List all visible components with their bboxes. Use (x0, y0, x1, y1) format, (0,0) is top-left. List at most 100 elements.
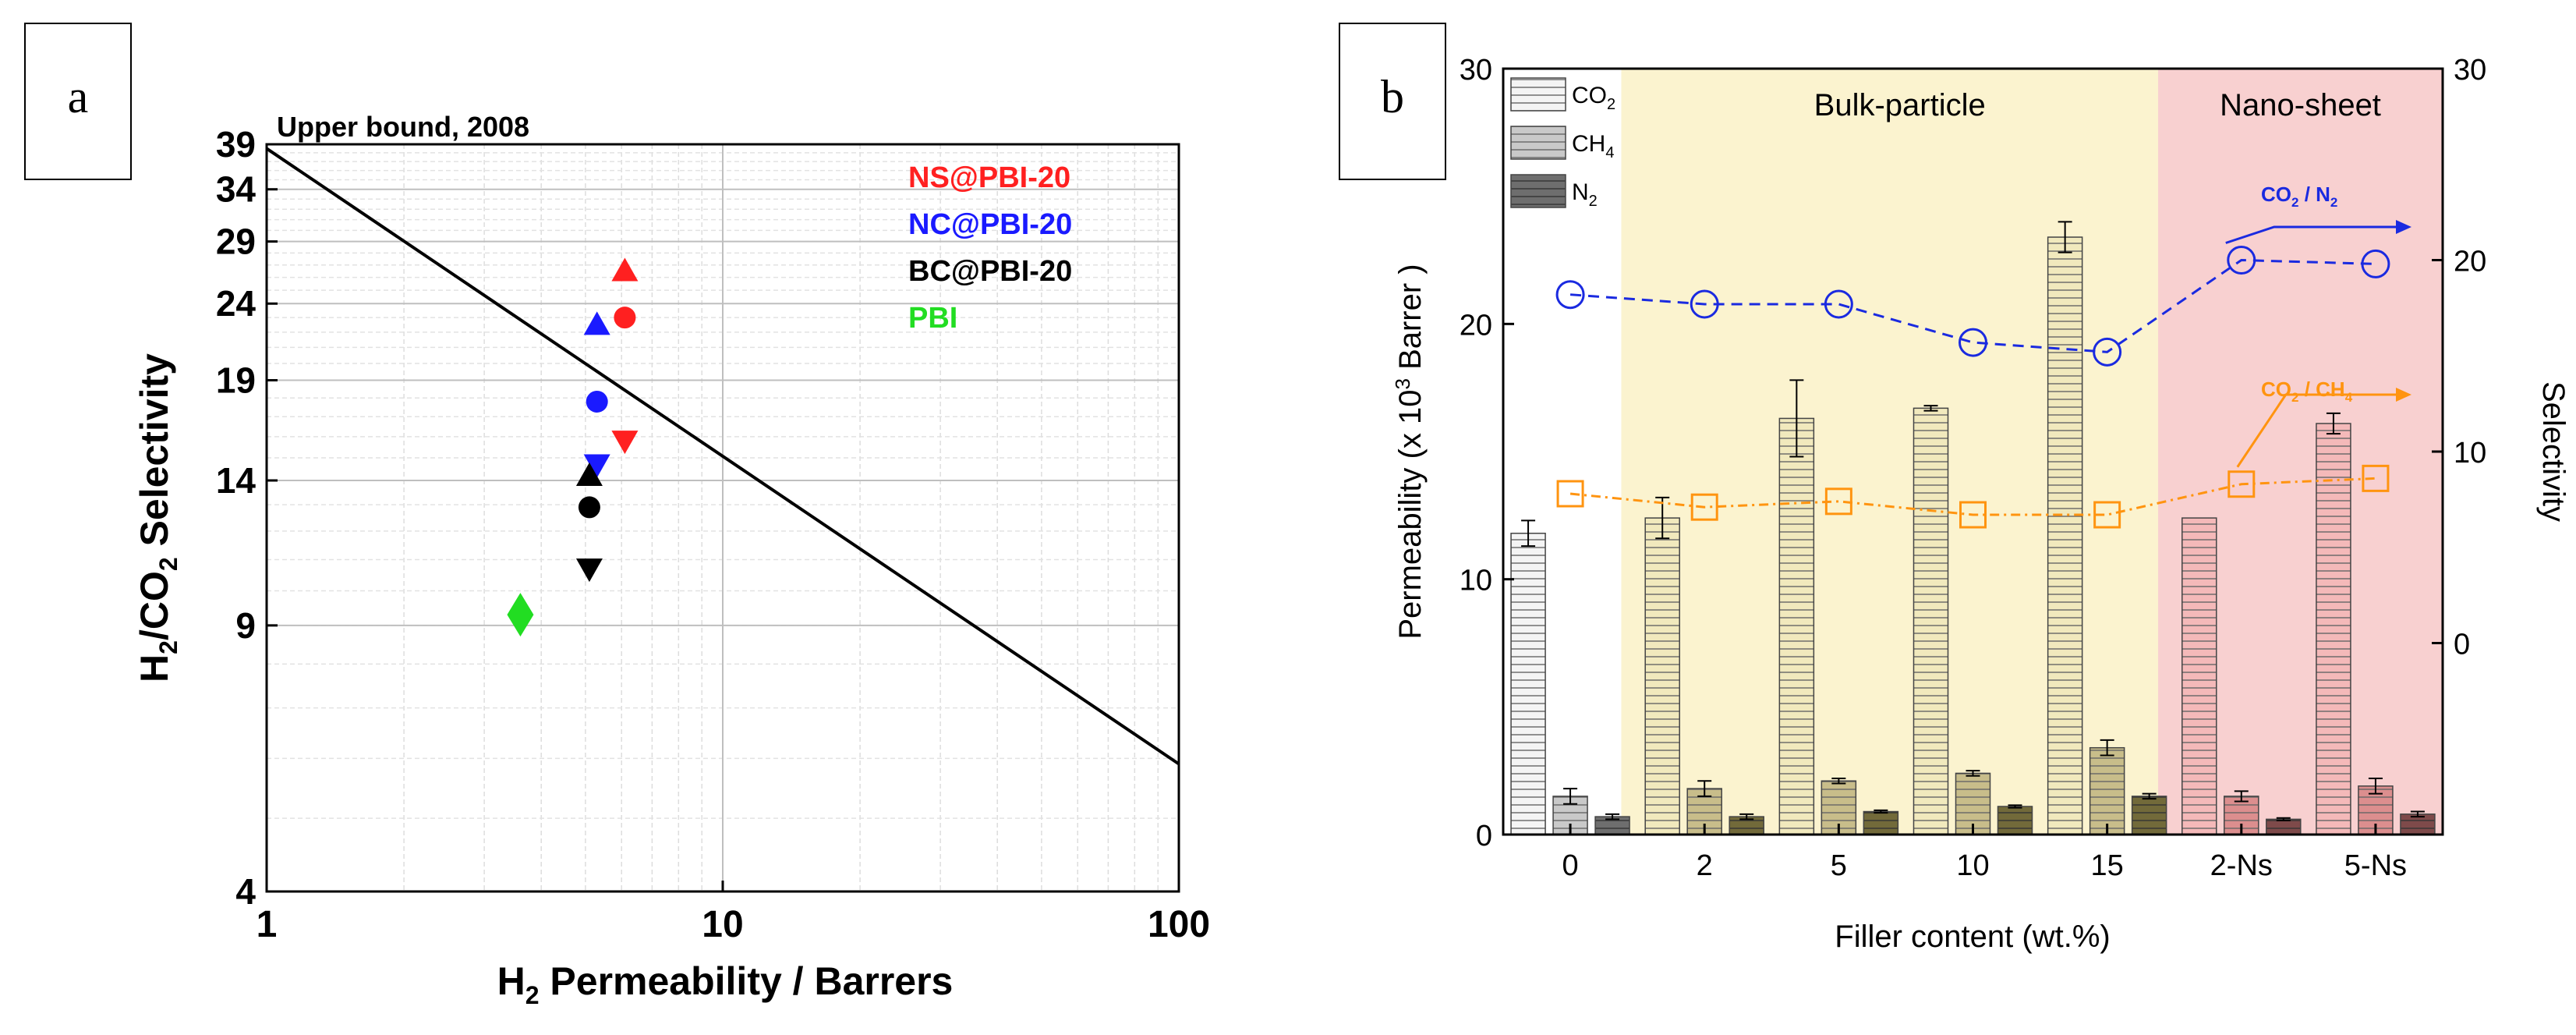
selectivity-point-square (1556, 480, 1584, 508)
y-tick-label: 34 (216, 169, 257, 210)
upper-bound-label: Upper bound, 2008 (277, 111, 529, 143)
arrow-head (2396, 220, 2411, 234)
scatter-point-triangle-down (611, 431, 639, 455)
scatter-point-triangle-up (575, 463, 603, 487)
x-tick-label: 15 (2091, 849, 2124, 882)
x-tick-label: 2-Ns (2210, 849, 2273, 882)
legend-entry: NC@PBI-20 (908, 208, 1072, 241)
left-y-tick-label: 30 (1460, 54, 1492, 87)
selectivity-point-circle (2227, 246, 2256, 275)
panel-b: b Bulk-particle Nano-sheet 01020300102030… (1339, 23, 2571, 954)
bar (2131, 796, 2167, 835)
x-tick-label: 5 (1831, 849, 1847, 882)
bar (2316, 423, 2351, 835)
bar (1644, 517, 1680, 835)
panel-a-points (507, 257, 639, 637)
left-y-tick-label: 0 (1476, 820, 1492, 852)
legend-entry: NS@PBI-20 (908, 161, 1070, 194)
right-y-tick-label: 30 (2454, 54, 2486, 87)
panel-a-x-axis-label: H2 Permeability / Barrers (497, 959, 954, 1009)
selectivity-point-circle (2093, 337, 2122, 367)
bar (2266, 818, 2302, 835)
y-tick-label: 9 (235, 605, 256, 646)
y-tick-label: 19 (216, 360, 256, 401)
bar (1778, 417, 1815, 835)
selectivity-point-square (2227, 470, 2256, 498)
panel-b-label-box (1339, 23, 1446, 180)
scatter-point-triangle-down (575, 558, 603, 583)
scatter-point-diamond (507, 593, 534, 637)
x-tick-label: 10 (702, 904, 743, 945)
x-tick-label: 0 (1562, 849, 1579, 882)
bar (1997, 806, 2033, 835)
selectivity-point-circle (1690, 289, 1719, 319)
panel-b-x-axis-label: Filler content (wt.%) (1835, 920, 2110, 954)
legend-swatch (1510, 77, 1566, 112)
legend-entry: PBI (908, 302, 957, 335)
selectivity-arrow (2225, 225, 2396, 244)
y-tick-label: 29 (216, 222, 256, 262)
panel-b-ticks: 0 10 20 30 0 10 20 30 0 2 5 10 15 2-Ns 5-Ns (1460, 54, 2487, 882)
x-tick-label: 1 (257, 904, 278, 945)
panel-a-grid (266, 144, 1180, 892)
x-tick-label: 100 (1148, 904, 1210, 945)
scatter-point-triangle-down (583, 454, 610, 478)
scatter-point-triangle-up (583, 311, 610, 335)
right-y-tick-label: 20 (2454, 246, 2486, 278)
panel-a-legend: NS@PBI-20 NC@PBI-20 BC@PBI-20 PBI (908, 161, 1072, 335)
selectivity-point-square (1690, 493, 1718, 521)
right-y-tick-label: 0 (2454, 629, 2470, 661)
legend-label: CO2 (1572, 83, 1615, 113)
upper-bound (265, 147, 1180, 766)
scatter-point-circle (578, 496, 600, 519)
right-y-tick-label: 10 (2454, 437, 2486, 470)
x-tick-label: 2 (1697, 849, 1713, 882)
upper-bound-line (265, 147, 1180, 766)
selectivity-line (1569, 258, 2376, 353)
region-label: Bulk-particle (1814, 88, 1986, 122)
selectivity-point-circle (1959, 328, 1987, 357)
legend-swatch (1510, 174, 1566, 208)
selectivity-point-circle (1555, 280, 1585, 310)
selectivity-point-square (2093, 501, 2121, 529)
y-tick-label: 4 (235, 871, 256, 912)
panel-a-label-box (24, 23, 132, 180)
x-tick-label: 5-Ns (2344, 849, 2407, 882)
selectivity-label: CO2 / CH4 (2261, 377, 2353, 405)
selectivity-point-circle (2361, 249, 2390, 278)
bar (2181, 517, 2217, 835)
selectivity-arrow (2236, 393, 2396, 468)
left-y-tick-label: 20 (1460, 309, 1492, 342)
scatter-point-circle (586, 390, 608, 413)
left-y-tick-label: 10 (1460, 565, 1492, 597)
legend-label: N2 (1572, 179, 1598, 210)
selectivity-point-square (1959, 501, 1987, 529)
bar (1510, 532, 1546, 835)
selectivity-point-circle (1824, 289, 1853, 319)
selectivity-point-square (1824, 487, 1852, 516)
legend-entry: BC@PBI-20 (908, 255, 1072, 288)
y-tick-label: 14 (216, 460, 257, 501)
bar (2089, 746, 2125, 835)
selectivity-label: CO2 / N2 (2261, 183, 2337, 210)
legend-label: CH4 (1572, 131, 1614, 161)
bar (1913, 407, 1949, 835)
panel-b-left-axis-label: Permeability (x 103 Barrer ) (1391, 264, 1428, 639)
shaded-region (1621, 69, 2178, 835)
selectivity-line (1569, 477, 2376, 516)
bar (2047, 236, 2083, 835)
bar (2400, 813, 2436, 835)
panel-b-right-axis-label: Selectivity (2536, 381, 2571, 522)
y-tick-label: 24 (216, 283, 257, 324)
y-tick-label: 39 (216, 124, 256, 165)
scatter-point-circle (614, 307, 636, 329)
panel-b-bars (1510, 221, 2436, 835)
arrow-head (2396, 388, 2411, 402)
scatter-point-triangle-up (611, 257, 639, 282)
panel-b-label: b (1381, 71, 1404, 122)
x-tick-label: 10 (1956, 849, 1989, 882)
panel-b-selectivity-labels: CO2 / N2 CO2 / CH4 (2225, 183, 2411, 468)
